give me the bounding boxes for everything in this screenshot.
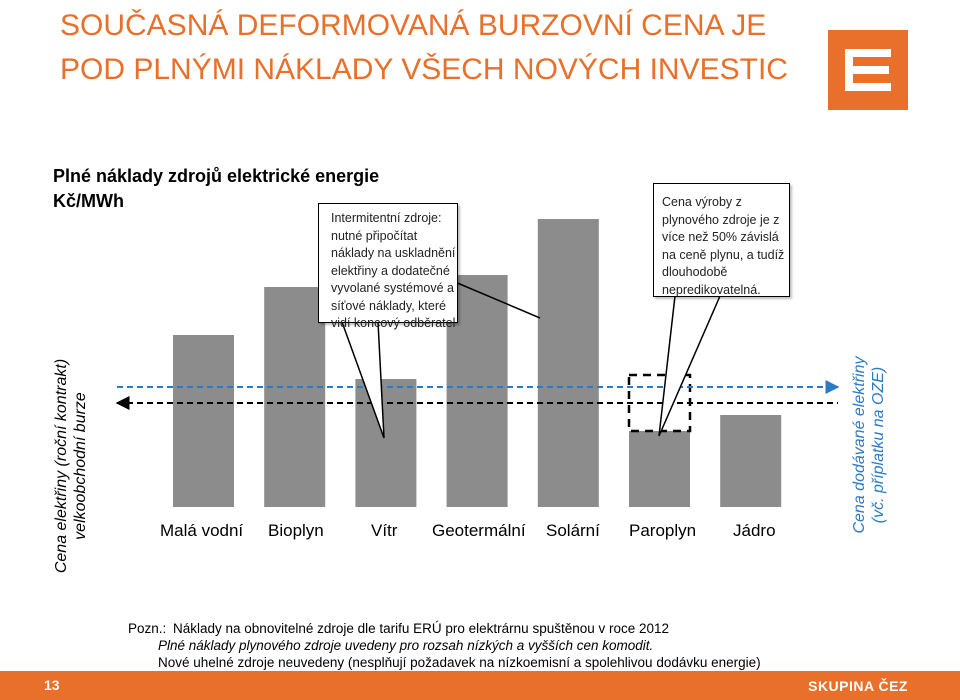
bar-solární [537,219,599,507]
category-label-mala-vodni: Malá vodní [160,521,244,540]
bar-malá-vodní [173,335,234,507]
slide-title-line-2: POD PLNÝMI NÁKLADY VŠECH NOVÝCH INVESTIC [60,53,788,86]
slide-title-line-1: SOUČASNÁ DEFORMOVANÁ BURZOVNÍ CENA JE [60,9,767,42]
bar-vítr [355,379,417,507]
callout-pointer-solar [454,281,541,319]
category-label-bioplyn: Bioplyn [268,521,324,540]
left-axis-label-line-1: Cena elektřiny (roční kontrakt) [53,358,70,574]
callout-intermittent-text: Intermitentní zdroje: nutné připočítat n… [331,211,456,330]
chart-title-line-1: Plné náklady zdrojů elektrické energie [53,166,380,186]
brand-name: SKUPINA ČEZ [808,678,908,694]
footnote-line-2: Plné náklady plynového zdroje uvedeny pr… [158,638,654,653]
footer-bar: 13 SKUPINA ČEZ [0,671,960,700]
bar-bioplyn [264,287,326,507]
callout-intermittent: Intermitentní zdroje: nutné připočítat n… [318,203,458,330]
slide-title: SOUČASNÁ DEFORMOVANÁ BURZOVNÍ CENA JE PO… [60,4,820,92]
cez-logo [828,30,908,110]
category-label-solarni: Solární [546,521,600,540]
category-label-paroplyn: Paroplyn [629,521,697,540]
category-label-vitr: Vítr [371,521,398,540]
right-axis-label-line-1: Cena dodávané elektřiny [851,356,868,534]
footnote-line-3: Nové uhelné zdroje neuvedeny (nesplňují … [158,655,761,670]
category-label-geotermalni: Geotermální [432,521,526,540]
page-number: 13 [44,677,60,693]
chart-title: Plné náklady zdrojů elektrické energie K… [53,164,379,214]
reference-lines-layer [115,380,840,410]
right-axis-label-line-2: (vč. příplatku na OZE) [870,366,887,524]
left-axis-label-line-2: velkoobchodní burze [72,392,89,540]
footnote: Pozn.: Náklady na obnovitelné zdroje dle … [128,620,761,671]
category-label-jadro: Jádro [733,521,776,540]
left-axis-label: Cena elektřiny (roční kontrakt) velkoobc… [52,346,90,586]
callout-gas: Cena výroby z plynového zdroje je z více… [653,183,790,297]
bar-paroplyn [629,431,690,507]
footnote-line-1: Náklady na obnovitelné zdroje dle tarifu… [173,621,670,636]
chart-title-unit: Kč/MWh [53,191,124,211]
callout-gas-text: Cena výroby z plynového zdroje je z více… [662,195,785,297]
right-axis-label: Cena dodávané elektřiny (vč. příplatku n… [850,350,888,540]
bar-jádro [720,415,782,507]
footnote-prefix: Pozn.: [128,621,167,636]
